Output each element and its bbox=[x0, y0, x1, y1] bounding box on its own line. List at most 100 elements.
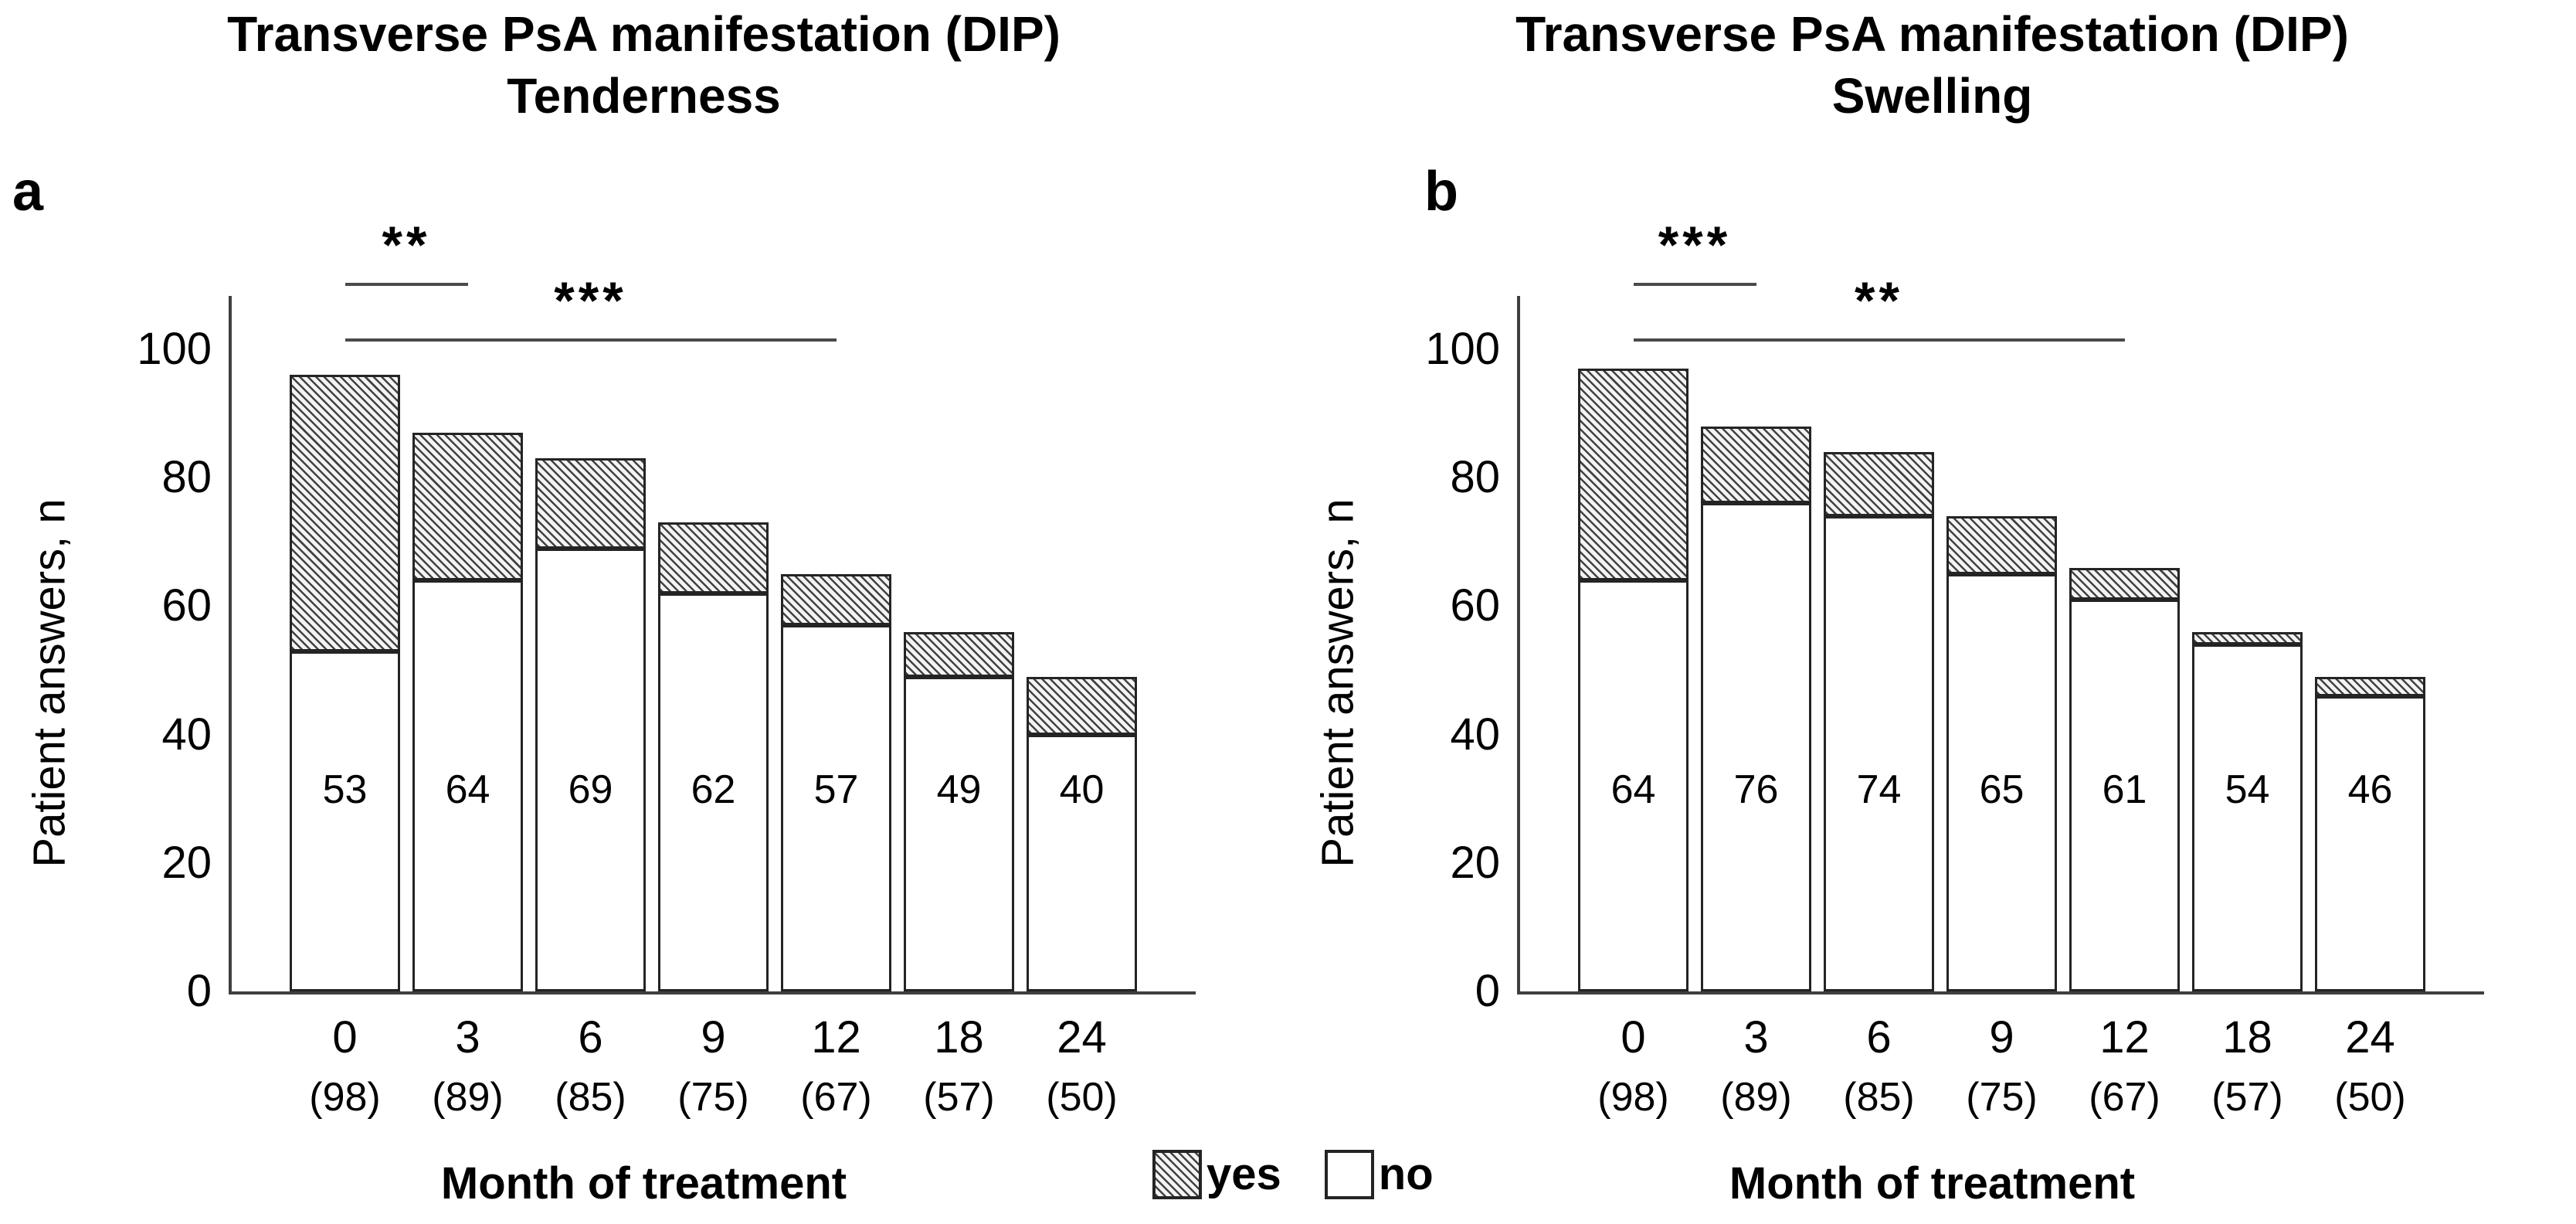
x-tick-label: 24 bbox=[2345, 1012, 2395, 1062]
bar-value-label: 64 bbox=[445, 767, 490, 812]
x-axis-line bbox=[229, 991, 1196, 994]
bar-segment-yes bbox=[412, 433, 523, 581]
y-tick-label: 0 bbox=[1475, 966, 1500, 1016]
x-tick-label: 12 bbox=[2099, 1012, 2150, 1062]
significance-line bbox=[1633, 283, 1756, 286]
chart-title: Transverse PsA manifestation (DIP) Tende… bbox=[0, 3, 1288, 127]
legend-yes-label: yes bbox=[1207, 1149, 1281, 1199]
x-tick-n-label: (98) bbox=[309, 1075, 381, 1120]
x-tick-n-label: (67) bbox=[2089, 1075, 2160, 1120]
x-tick-label: 6 bbox=[578, 1012, 603, 1062]
y-tick-label: 40 bbox=[1450, 709, 1500, 760]
x-tick-n-label: (50) bbox=[1046, 1075, 1118, 1120]
bar-segment-no bbox=[2069, 600, 2180, 991]
bar-segment-yes bbox=[1946, 516, 2057, 574]
bar-segment-yes bbox=[1027, 676, 1137, 735]
bar-segment-yes bbox=[535, 458, 646, 549]
chart-title-line2: Swelling bbox=[1831, 68, 2033, 124]
x-tick-label: 6 bbox=[1866, 1012, 1892, 1062]
x-tick-label: 3 bbox=[455, 1012, 480, 1062]
significance-line bbox=[1633, 338, 2125, 342]
bar-segment-no bbox=[2192, 644, 2303, 991]
bar-segment-no bbox=[1027, 734, 1137, 991]
bar-segment-no bbox=[535, 548, 646, 991]
x-tick-label: 3 bbox=[1743, 1012, 1769, 1062]
bar-segment-no bbox=[1578, 580, 1688, 991]
x-tick-n-label: (98) bbox=[1597, 1075, 1669, 1120]
y-tick-label: 40 bbox=[161, 709, 212, 760]
x-axis-line bbox=[1517, 991, 2484, 994]
x-tick-label: 0 bbox=[1621, 1012, 1646, 1062]
significance-line bbox=[344, 283, 468, 286]
bar-value-label: 65 bbox=[1979, 767, 2024, 812]
bar-value-label: 54 bbox=[2225, 767, 2270, 812]
panel-label: b bbox=[1424, 161, 1458, 223]
bar-value-label: 62 bbox=[691, 767, 736, 812]
significance-line bbox=[344, 338, 837, 342]
x-tick-n-label: (50) bbox=[2334, 1075, 2406, 1120]
x-tick-n-label: (57) bbox=[923, 1075, 995, 1120]
x-tick-n-label: (75) bbox=[677, 1075, 749, 1120]
legend-yes-swatch bbox=[1152, 1149, 1202, 1199]
x-tick-label: 18 bbox=[2222, 1012, 2272, 1062]
x-tick-n-label: (85) bbox=[1843, 1075, 1915, 1120]
x-tick-n-label: (57) bbox=[2211, 1075, 2283, 1120]
y-axis-title: Patient answers, n bbox=[24, 498, 75, 868]
chart-title-line2: Tenderness bbox=[507, 68, 781, 124]
bar-value-label: 69 bbox=[568, 767, 613, 812]
y-axis-line bbox=[229, 296, 232, 994]
bar-value-label: 76 bbox=[1733, 767, 1779, 812]
legend-no-swatch bbox=[1324, 1149, 1374, 1199]
bar-segment-no bbox=[1824, 516, 1934, 991]
bar-segment-no bbox=[290, 651, 400, 991]
y-tick-label: 60 bbox=[161, 580, 212, 631]
x-tick-label: 0 bbox=[332, 1012, 358, 1062]
bar-segment-no bbox=[1701, 503, 1811, 991]
bar-segment-yes bbox=[2192, 631, 2303, 645]
significance-stars: *** bbox=[1658, 216, 1732, 274]
bar-value-label: 40 bbox=[1059, 767, 1105, 812]
x-tick-n-label: (89) bbox=[432, 1075, 504, 1120]
x-axis-title: Month of treatment bbox=[1729, 1158, 2136, 1209]
bar-value-label: 46 bbox=[2347, 767, 2393, 812]
bar-value-label: 57 bbox=[813, 767, 859, 812]
bar-segment-yes bbox=[2315, 676, 2425, 696]
bar-segment-yes bbox=[1824, 451, 1934, 517]
x-tick-label: 18 bbox=[934, 1012, 984, 1062]
y-tick-label: 20 bbox=[161, 837, 212, 888]
chart-title: Transverse PsA manifestation (DIP) Swell… bbox=[1288, 3, 2576, 127]
x-axis-title: Month of treatment bbox=[440, 1158, 847, 1209]
x-tick-n-label: (75) bbox=[1966, 1075, 2038, 1120]
bar-segment-no bbox=[658, 593, 769, 991]
y-tick-label: 0 bbox=[186, 966, 212, 1016]
bar-value-label: 61 bbox=[2102, 767, 2147, 812]
bar-value-label: 64 bbox=[1610, 767, 1656, 812]
bar-segment-yes bbox=[290, 375, 400, 651]
panel-b: Transverse PsA manifestation (DIP) Swell… bbox=[1288, 0, 2576, 1224]
bar-segment-yes bbox=[781, 573, 891, 626]
bar-segment-yes bbox=[1578, 368, 1688, 581]
y-tick-label: 60 bbox=[1450, 580, 1500, 631]
legend: yes no bbox=[1152, 1148, 1434, 1200]
x-tick-label: 9 bbox=[701, 1012, 726, 1062]
bar-segment-no bbox=[2315, 695, 2425, 991]
bar-segment-no bbox=[412, 580, 523, 991]
x-tick-n-label: (89) bbox=[1720, 1075, 1792, 1120]
bar-segment-yes bbox=[2069, 567, 2180, 600]
y-tick-label: 80 bbox=[161, 452, 212, 503]
x-tick-label: 12 bbox=[811, 1012, 861, 1062]
chart-title-line1: Transverse PsA manifestation (DIP) bbox=[227, 6, 1061, 62]
bar-segment-yes bbox=[1701, 426, 1811, 504]
x-tick-label: 9 bbox=[1989, 1012, 2014, 1062]
x-tick-n-label: (85) bbox=[555, 1075, 626, 1120]
bar-segment-yes bbox=[658, 522, 769, 593]
significance-stars: ** bbox=[382, 216, 431, 274]
panel-label: a bbox=[12, 161, 44, 223]
y-tick-label: 20 bbox=[1450, 837, 1500, 888]
y-tick-label: 80 bbox=[1450, 452, 1500, 503]
bar-value-label: 53 bbox=[322, 767, 368, 812]
significance-stars: *** bbox=[554, 271, 627, 330]
y-axis-line bbox=[1517, 296, 1520, 994]
y-tick-label: 100 bbox=[137, 324, 212, 374]
